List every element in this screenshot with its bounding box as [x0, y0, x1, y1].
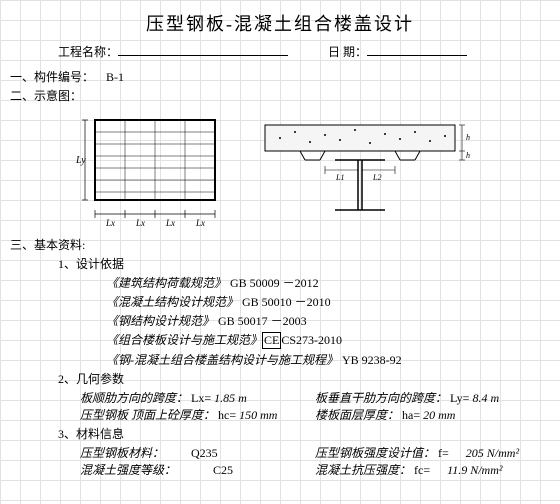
project-field[interactable] [118, 42, 288, 56]
mat-r1r-sym: f= [438, 446, 449, 460]
geo-r1r-sym: Ly= [450, 391, 469, 405]
diagrams: Ly Lx Lx Lx Lx [10, 106, 550, 234]
mat-r2l-label: 混凝土强度等级： [80, 463, 176, 477]
svg-text:Lx: Lx [135, 218, 145, 228]
label-ly: Ly [75, 155, 86, 166]
page-title: 压型钢板-混凝土组合楼盖设计 [10, 10, 550, 36]
geo-r2l-sym: hc= [218, 408, 236, 422]
mat-r2l-val: C25 [213, 463, 233, 477]
mat-r1r-label: 压型钢板强度设计值： [315, 446, 435, 460]
geo-r2r-label: 楼板面层厚度： [315, 408, 399, 422]
sec2-label: 示意图： [34, 87, 82, 104]
geo-r2r-val: 20 mm [423, 408, 455, 422]
geo-r1r-label: 板垂直干肋方向的跨度： [315, 391, 447, 405]
geo-r2l-label: 压型钢板 顶面上砼厚度： [80, 408, 215, 422]
geo-r1l-label: 板顺肋方向的跨度： [80, 391, 188, 405]
mat-r2r-label: 混凝土抗压强度： [315, 463, 411, 477]
sec2-num: 二、 [10, 87, 34, 104]
mat-r2r-sym: fc= [414, 463, 430, 477]
s3-3-head: 3、材料信息 [58, 425, 124, 442]
ref1-c: GB 50009 －2012 [230, 274, 319, 291]
date-label: 日 期： [328, 43, 367, 60]
geo-r1l-sym: Lx= [191, 391, 211, 405]
sec1-label: 构件编号： [34, 68, 94, 85]
svg-text:Lx: Lx [165, 218, 175, 228]
label-lx: Lx [105, 218, 115, 228]
sec1-num: 一、 [10, 68, 34, 85]
plan-diagram: Ly Lx Lx Lx Lx [70, 110, 230, 230]
geo-r1r-val: 8.4 m [472, 391, 499, 405]
ref4-box: CE [262, 332, 281, 349]
s3-1-head: 1、设计依据 [58, 255, 124, 272]
svg-text:Lx: Lx [195, 218, 205, 228]
mat-r1l-label: 压型钢板材料： [80, 446, 164, 460]
mat-r1r-unit: N/mm² [487, 446, 519, 460]
ref4-c: CS273-2010 [281, 333, 342, 348]
ref5-t: 《钢-混凝土组合楼盖结构设计与施工规程》 [106, 351, 338, 368]
svg-text:L1: L1 [335, 173, 344, 182]
mat-r2r-unit: N/mm² [470, 463, 502, 477]
geo-r2l-val: 150 mm [239, 408, 277, 422]
document: 压型钢板-混凝土组合楼盖设计 工程名称： 日 期： 一、 构件编号： B-1 二… [0, 0, 560, 484]
ref2-t: 《混凝土结构设计规范》 [106, 293, 238, 310]
ref3-c: GB 50017 －2003 [218, 312, 307, 329]
ref1-t: 《建筑结构荷载规范》 [106, 274, 226, 291]
date-field[interactable] [367, 42, 467, 56]
svg-text:ha: ha [466, 151, 470, 160]
geo-r2r-sym: ha= [402, 408, 420, 422]
project-label: 工程名称： [58, 43, 118, 60]
ref4-t: 《组合楼板设计与施工规范》 [106, 331, 262, 348]
sec1-value: B-1 [106, 70, 124, 85]
mat-r2r-val: 11.9 [447, 463, 467, 477]
geo-r1l-val: 1.85 m [214, 391, 247, 405]
s3-2-head: 2、几何参数 [58, 370, 124, 387]
ref5-c: YB 9238-92 [342, 353, 402, 368]
mat-r1r-val: 205 [466, 446, 484, 460]
svg-text:L2: L2 [372, 173, 381, 182]
sec3-label: 基本资料: [34, 236, 85, 253]
ref2-c: GB 50010 －2010 [242, 293, 331, 310]
form-row: 工程名称： 日 期： [10, 42, 550, 66]
ref3-t: 《钢结构设计规范》 [106, 312, 214, 329]
svg-text:hc: hc [466, 133, 470, 142]
sec3-num: 三、 [10, 236, 34, 253]
mat-r1l-val: Q235 [191, 446, 218, 460]
section-diagram: hc ha L1 L2 [260, 110, 470, 230]
